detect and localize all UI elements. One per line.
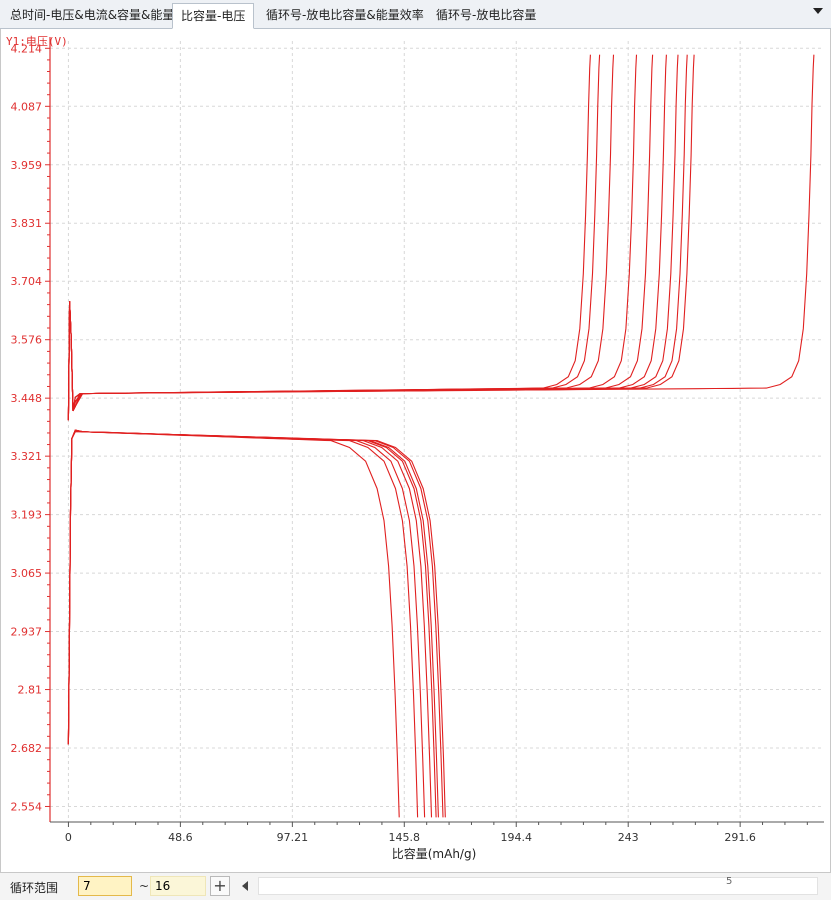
y-tick-label: 3.959 [11,159,43,172]
y-tick-label: 3.193 [11,509,43,522]
curve-discharge [67,430,426,818]
y-tick-label: 3.576 [11,334,43,347]
curve-discharge [67,429,439,818]
y-tick-label: 3.321 [11,450,43,463]
x-tick-label: 97.21 [277,831,309,844]
curve-discharge [67,429,446,818]
y-tick-label: 2.937 [11,626,43,639]
y-tick-label: 2.554 [11,800,43,813]
y-tick-label: 3.704 [11,275,43,288]
add-cycle-button[interactable]: + [210,876,230,896]
y-tick-label: 3.831 [11,217,43,230]
cycle-range-label: 循环范围 [10,881,59,895]
tab-time-voltage-current[interactable]: 总时间-电压&电流&容量&能量 [10,8,175,22]
curve-charge [67,54,695,421]
slider-value: 5 [726,876,733,887]
curve-charge [67,54,654,421]
curve-discharge [67,430,400,818]
chart-grid [50,41,824,822]
range-separator: ~ [139,879,150,893]
scroll-left-icon[interactable] [242,881,248,891]
y-tick-label: 3.065 [11,567,43,580]
curve-charge [67,54,615,421]
capacity-voltage-chart[interactable]: 4.214 4.087 3.959 3.831 3.704 3.576 3.448 3.321… [0,29,831,872]
curve-discharge [67,429,419,818]
x-tick-label: 48.6 [168,831,193,844]
y-tick-label: 4.214 [11,42,43,55]
cycle-range-bar: 循环范围 ~ + 5 [0,872,831,900]
tab-capacity-voltage[interactable]: 比容量-电压 [172,3,255,29]
chart-panel [0,29,831,872]
cycle-to-input[interactable] [150,876,206,896]
y-axis-ticks: 4.214 4.087 3.959 3.831 3.704 3.576 3.448 3.321… [11,42,50,813]
y-tick-label: 2.81 [18,684,43,697]
curve-charge [67,54,667,421]
y-axis-label: Y1:电压(V) [6,35,68,48]
chart-curves [67,54,815,818]
curve-charge [67,54,601,421]
curve-charge [67,54,638,421]
x-axis-ticks: 0 48.6 97.21 145.8 194.4 243 291.6 [65,822,808,844]
x-tick-label: 0 [65,831,72,844]
cycle-slider[interactable] [258,877,818,895]
x-tick-label: 291.6 [724,831,756,844]
x-axis-label: 比容量(mAh/g) [392,846,477,861]
x-tick-label: 194.4 [500,831,532,844]
tab-bar: 总时间-电压&电流&容量&能量 比容量-电压 循环号-放电比容量&能量效率 循环… [0,0,831,29]
curve-charge [67,54,815,421]
cycle-from-input[interactable] [78,876,132,896]
curve-charge [67,54,679,421]
tab-cycle-discharge-capacity[interactable]: 循环号-放电比容量 [436,8,537,22]
y-tick-label: 4.087 [11,100,43,113]
chevron-down-icon[interactable] [813,8,823,14]
tab-cycle-discharge-efficiency[interactable]: 循环号-放电比容量&能量效率 [266,8,424,22]
x-tick-label: 145.8 [389,831,421,844]
y-tick-label: 2.682 [11,742,43,755]
curve-discharge [67,430,437,818]
curve-discharge [67,430,444,818]
curve-charge [67,54,591,421]
y-tick-label: 3.448 [11,392,43,405]
x-tick-label: 243 [618,831,639,844]
chart-axes [49,37,824,823]
